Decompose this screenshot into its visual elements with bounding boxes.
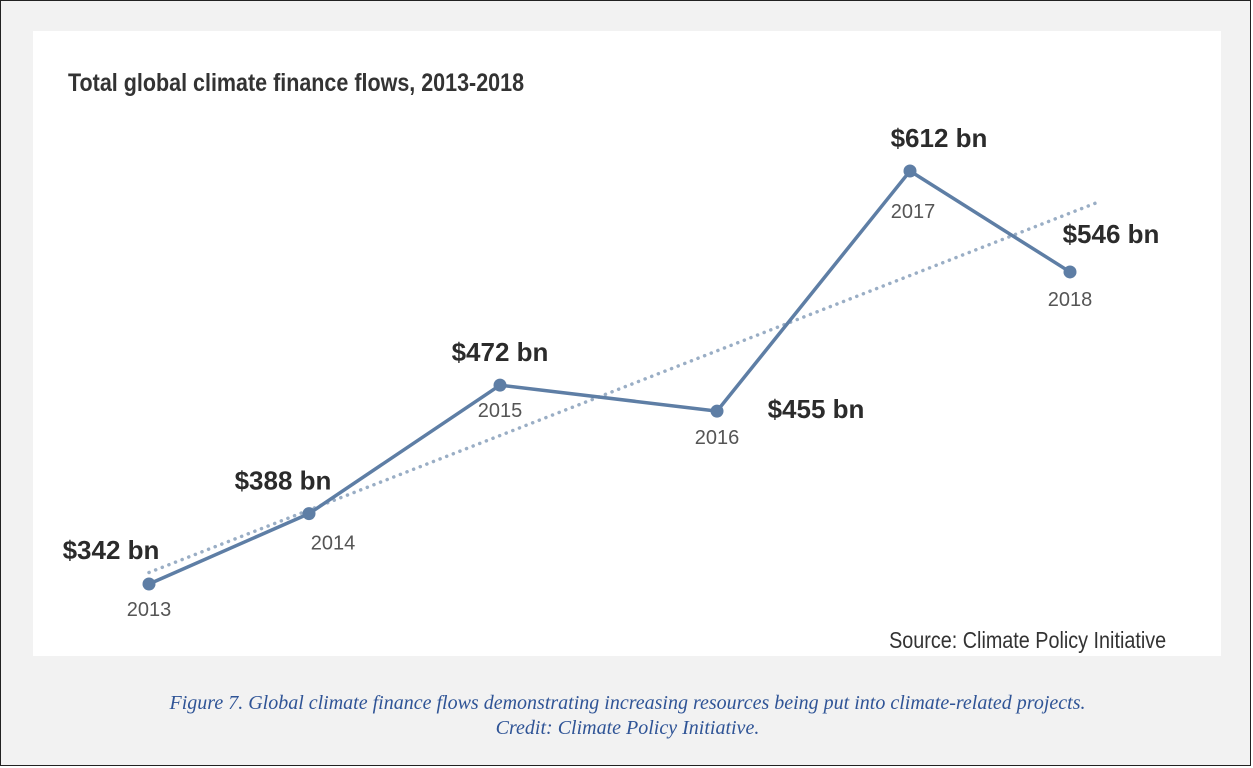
year-label-2015: 2015 bbox=[478, 400, 523, 422]
caption-line-2: Credit: Climate Policy Initiative. bbox=[495, 717, 760, 739]
series-line bbox=[148, 169, 1071, 586]
year-label-2016: 2016 bbox=[695, 427, 740, 449]
year-label-2017: 2017 bbox=[891, 201, 936, 223]
data-point-2014 bbox=[302, 507, 316, 521]
figure-caption: Figure 7. Global climate finance flows d… bbox=[1, 691, 1253, 741]
value-label-2015: $472 bn bbox=[452, 337, 549, 367]
value-label-2013: $342 bn bbox=[63, 535, 160, 565]
trend-line bbox=[147, 199, 1103, 575]
value-label-2014: $388 bn bbox=[235, 466, 332, 496]
year-label-2014: 2014 bbox=[311, 533, 356, 555]
data-point-2018 bbox=[1063, 265, 1077, 279]
data-point-2017 bbox=[903, 164, 917, 178]
chart-plot: $342 bn 2013 $388 bn 2014 $472 bn 2015 $455 bn… bbox=[63, 123, 1160, 621]
chart-title: Total global climate finance flows, 2013… bbox=[68, 69, 525, 97]
chart-card: Total global climate finance flows, 2013… bbox=[33, 31, 1221, 656]
year-label-2018: 2018 bbox=[1048, 289, 1093, 311]
caption-line-1: Figure 7. Global climate finance flows d… bbox=[169, 692, 1086, 714]
source-note: Source: Climate Policy Initiative bbox=[888, 627, 1166, 653]
value-label-2018: $546 bn bbox=[1063, 219, 1160, 249]
year-label-2013: 2013 bbox=[127, 599, 172, 621]
data-point-2016 bbox=[710, 404, 724, 418]
value-label-2017: $612 bn bbox=[891, 123, 988, 153]
data-point-2015 bbox=[493, 378, 507, 392]
value-label-2016: $455 bn bbox=[768, 394, 865, 424]
data-point-2013 bbox=[142, 577, 156, 591]
